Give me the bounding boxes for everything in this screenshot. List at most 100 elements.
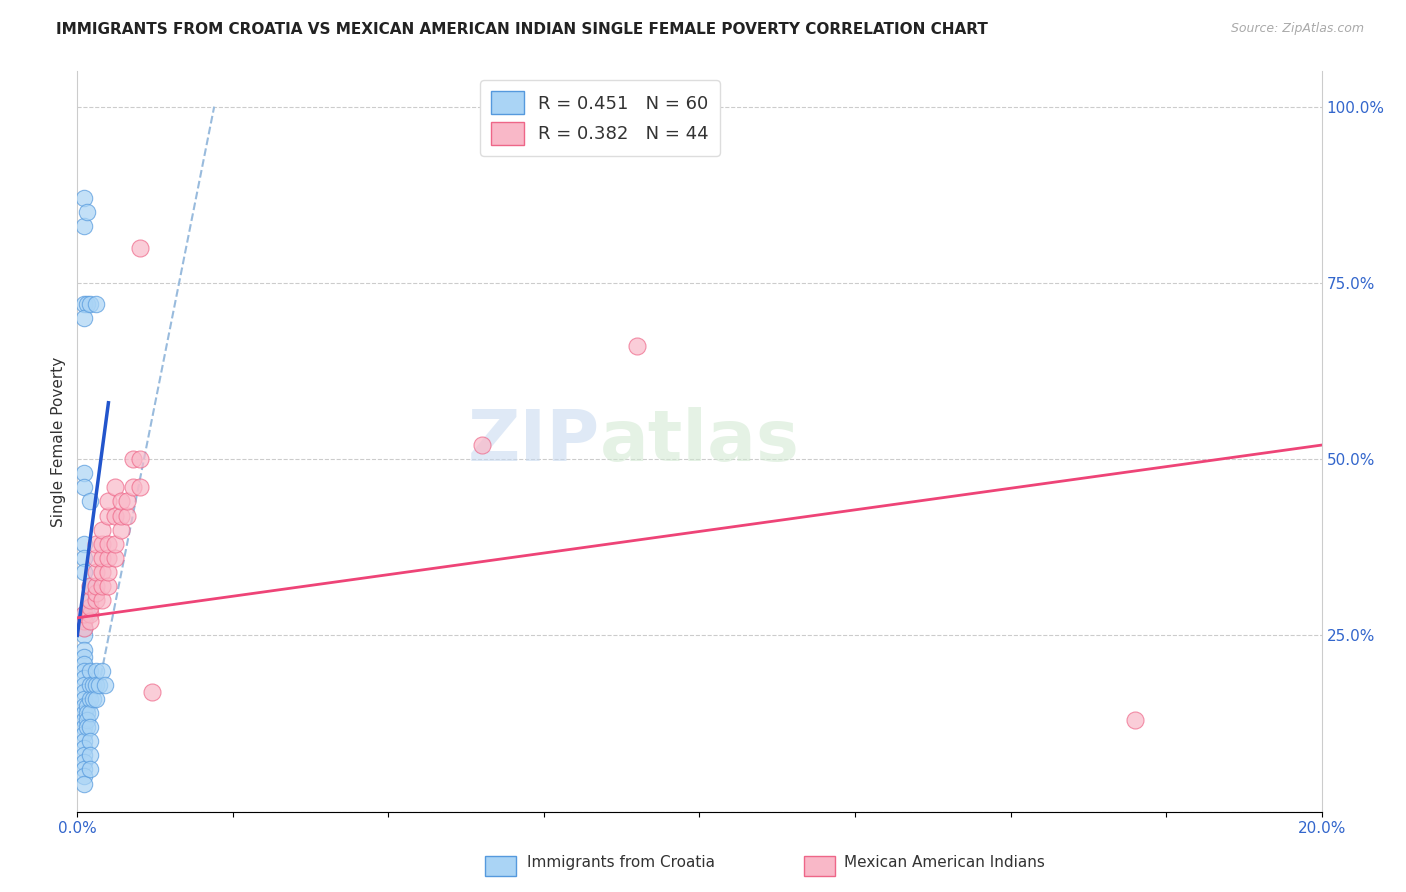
Point [72, 621, 94, 635]
Point [128, 241, 150, 255]
Point [1123, 713, 1146, 727]
Point [72, 741, 94, 756]
Point [72, 615, 94, 629]
Point [72, 297, 94, 311]
Point [72, 713, 94, 727]
Point [471, 438, 494, 452]
Point [626, 339, 648, 353]
Point [84, 297, 107, 311]
Point [110, 508, 132, 523]
Point [72, 657, 94, 671]
Point [79, 297, 101, 311]
Point [72, 550, 94, 565]
Point [128, 452, 150, 467]
Point [79, 593, 101, 607]
Point [97, 494, 120, 508]
Point [79, 664, 101, 678]
Point [72, 727, 94, 741]
Point [72, 692, 94, 706]
Point [76, 607, 98, 622]
Point [72, 671, 94, 685]
Point [84, 565, 107, 579]
Point [82, 692, 104, 706]
Point [72, 311, 94, 326]
Point [72, 678, 94, 692]
Point [72, 565, 94, 579]
Point [79, 706, 101, 720]
Text: Mexican American Indians: Mexican American Indians [844, 855, 1045, 870]
Point [128, 480, 150, 494]
Point [72, 748, 94, 763]
Point [82, 678, 104, 692]
Point [76, 205, 98, 219]
Point [72, 734, 94, 748]
Point [72, 642, 94, 657]
Point [72, 685, 94, 699]
Point [97, 565, 120, 579]
Point [72, 480, 94, 494]
Point [97, 508, 120, 523]
Point [76, 706, 98, 720]
Point [79, 615, 101, 629]
Text: IMMIGRANTS FROM CROATIA VS MEXICAN AMERICAN INDIAN SINGLE FEMALE POVERTY CORRELA: IMMIGRANTS FROM CROATIA VS MEXICAN AMERI… [56, 22, 988, 37]
Point [97, 537, 120, 551]
Point [72, 664, 94, 678]
Point [79, 692, 101, 706]
Point [141, 685, 163, 699]
Point [122, 452, 145, 467]
Point [76, 698, 98, 713]
Point [84, 579, 107, 593]
Point [91, 593, 114, 607]
Point [84, 550, 107, 565]
Point [79, 720, 101, 734]
Point [104, 480, 127, 494]
Point [79, 494, 101, 508]
Point [87, 678, 110, 692]
Point [72, 706, 94, 720]
Y-axis label: Single Female Poverty: Single Female Poverty [51, 357, 66, 526]
Point [72, 720, 94, 734]
Point [79, 763, 101, 777]
Point [72, 607, 94, 622]
Point [79, 593, 101, 607]
Point [122, 480, 145, 494]
Point [91, 579, 114, 593]
Point [72, 191, 94, 205]
Point [72, 769, 94, 783]
Point [115, 508, 138, 523]
Point [84, 664, 107, 678]
Point [72, 763, 94, 777]
Point [115, 494, 138, 508]
Point [72, 607, 94, 622]
Point [110, 494, 132, 508]
Point [94, 678, 117, 692]
Point [91, 565, 114, 579]
Text: atlas: atlas [600, 407, 800, 476]
Point [79, 600, 101, 615]
Point [79, 579, 101, 593]
Point [91, 537, 114, 551]
Point [72, 756, 94, 770]
Point [84, 593, 107, 607]
Point [104, 508, 127, 523]
Point [72, 649, 94, 664]
Point [104, 550, 127, 565]
Point [79, 734, 101, 748]
Text: Source: ZipAtlas.com: Source: ZipAtlas.com [1230, 22, 1364, 36]
Point [72, 621, 94, 635]
Point [72, 698, 94, 713]
Point [104, 537, 127, 551]
Point [84, 537, 107, 551]
Point [79, 748, 101, 763]
Point [84, 586, 107, 600]
Point [91, 664, 114, 678]
Point [72, 467, 94, 481]
Point [97, 550, 120, 565]
Point [91, 523, 114, 537]
Point [84, 692, 107, 706]
Legend: R = 0.451   N = 60, R = 0.382   N = 44: R = 0.451 N = 60, R = 0.382 N = 44 [481, 80, 720, 156]
Point [84, 678, 107, 692]
Point [72, 628, 94, 642]
Point [72, 776, 94, 790]
Point [79, 579, 101, 593]
